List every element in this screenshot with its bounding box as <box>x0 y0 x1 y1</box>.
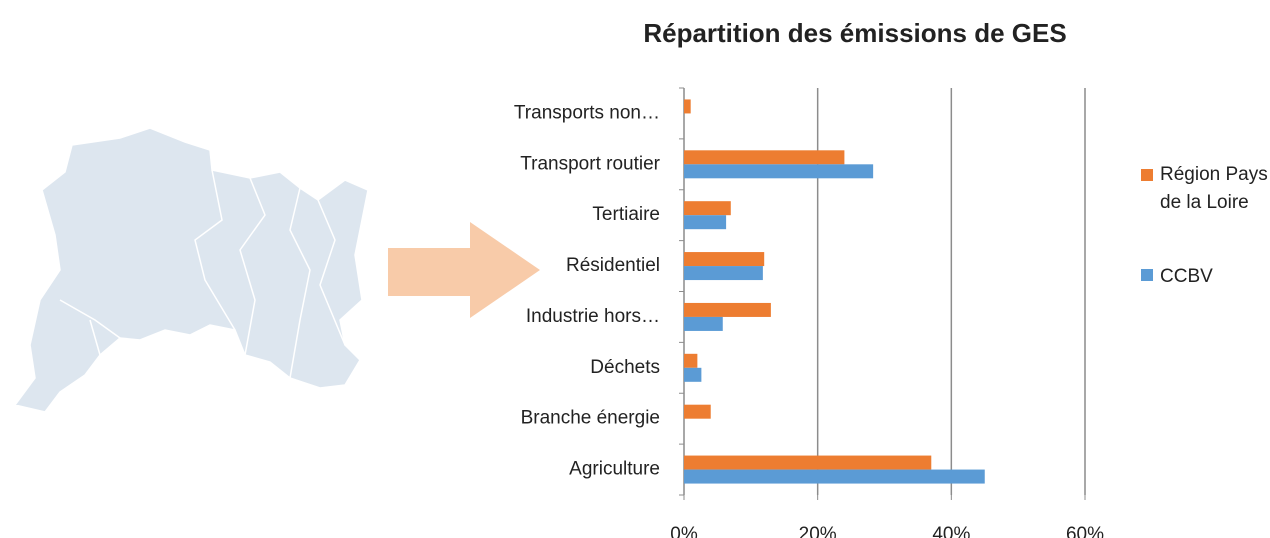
y-tick-label: Industrie hors… <box>526 306 660 327</box>
bar <box>684 201 731 216</box>
x-tick-label: 0% <box>670 524 698 538</box>
chart-title: Répartition des émissions de GES <box>643 18 1066 48</box>
x-tick-label: 60% <box>1066 524 1104 538</box>
bar <box>684 353 698 368</box>
bar <box>684 164 874 179</box>
bar <box>684 316 723 331</box>
x-tick-label: 40% <box>932 524 970 538</box>
bar <box>684 99 691 114</box>
map <box>13 127 369 413</box>
legend-label: Région Pays de la Loire <box>1160 164 1268 213</box>
y-tick-label: Transport routier <box>520 153 660 174</box>
legend-label: CCBV <box>1160 266 1213 287</box>
bar <box>684 150 845 165</box>
y-tick-label: Résidentiel <box>566 255 660 276</box>
x-tick-label: 20% <box>799 524 837 538</box>
legend-swatch <box>1141 269 1153 281</box>
bar <box>684 252 765 267</box>
bar <box>684 302 771 317</box>
y-tick-label: Transports non… <box>514 102 660 123</box>
bar <box>684 215 727 230</box>
y-tick-label: Tertiaire <box>592 204 660 225</box>
bar <box>684 455 932 470</box>
arrow <box>388 222 540 318</box>
bar <box>684 404 711 419</box>
bar <box>684 469 985 484</box>
bar <box>684 266 763 281</box>
legend-swatch <box>1141 169 1153 181</box>
y-tick-label: Déchets <box>590 357 660 378</box>
bar <box>684 367 702 382</box>
y-tick-label: Branche énergie <box>521 408 660 429</box>
y-tick-label: Agriculture <box>569 459 660 480</box>
map-borders <box>59 169 346 379</box>
